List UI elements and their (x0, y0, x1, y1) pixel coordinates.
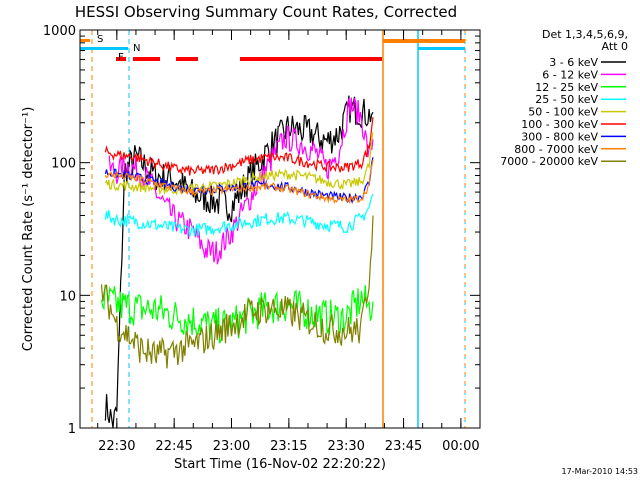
series-line-3-6kev (104, 95, 374, 428)
legend-label: 100 - 300 keV (521, 118, 598, 131)
x-tick-label: 22:30 (98, 439, 135, 454)
saa-flag-bar (80, 39, 90, 42)
x-tick-label: 23:30 (327, 439, 364, 454)
flag-label-n: N (133, 43, 140, 54)
legend-label: 50 - 100 keV (528, 106, 598, 119)
x-axis-label: Start Time (16-Nov-02 22:20:22) (174, 457, 386, 472)
y-tick-label: 100 (51, 157, 76, 172)
footer-timestamp: 17-Mar-2010 14:53 (562, 467, 639, 476)
x-tick-label: 23:00 (213, 439, 250, 454)
flare-flag-segment (176, 57, 198, 61)
flare-flag-segment (133, 57, 160, 61)
saa-flag-bar-2 (383, 39, 465, 43)
series-line-25-50kev (104, 193, 374, 237)
series-line-100-300kev (104, 117, 374, 176)
flag-label-s: S (97, 34, 103, 45)
legend-label: 6 - 12 keV (542, 68, 598, 81)
legend-label: 25 - 50 keV (535, 93, 598, 106)
night-flag-bar-2 (418, 47, 465, 50)
x-tick-label: 22:45 (155, 439, 192, 454)
series-line-800-7000kev (104, 159, 374, 205)
x-axis: 22:30 22:45 23:00 23:15 23:30 23:45 00:00 (97, 30, 480, 454)
legend-label: 800 - 7000 keV (514, 143, 598, 156)
y-axis-label: Corrected Count Rate (s⁻¹ detector⁻¹) (21, 107, 36, 352)
legend-header-line2: Att 0 (602, 40, 628, 53)
legend-label: 7000 - 20000 keV (500, 155, 598, 168)
y-tick-label: 1 (68, 422, 76, 437)
night-flag-bar (80, 47, 128, 50)
legend-label: 300 - 800 keV (521, 130, 598, 143)
series-line-7000-20000kev (100, 215, 374, 369)
flare-flag-segment (116, 57, 126, 61)
x-tick-label: 23:45 (385, 439, 422, 454)
series-line-50-100kev (104, 132, 374, 196)
y-tick-label: 10 (59, 289, 76, 304)
y-axis: 1 10 100 1000 (43, 24, 480, 437)
plot-frame (79, 29, 481, 429)
x-tick-label: 23:15 (270, 439, 307, 454)
flag-label-f: F (118, 52, 124, 63)
chart-title: HESSI Observing Summary Count Rates, Cor… (75, 3, 457, 21)
y-tick-label: 1000 (43, 24, 76, 39)
x-tick-label: 00:00 (442, 439, 479, 454)
legend-header-line1: Det 1,3,4,5,6,9, (542, 28, 628, 41)
legend-label: 3 - 6 keV (549, 56, 598, 69)
legend-label: 12 - 25 keV (535, 81, 598, 94)
flare-flag-segment (240, 57, 382, 61)
